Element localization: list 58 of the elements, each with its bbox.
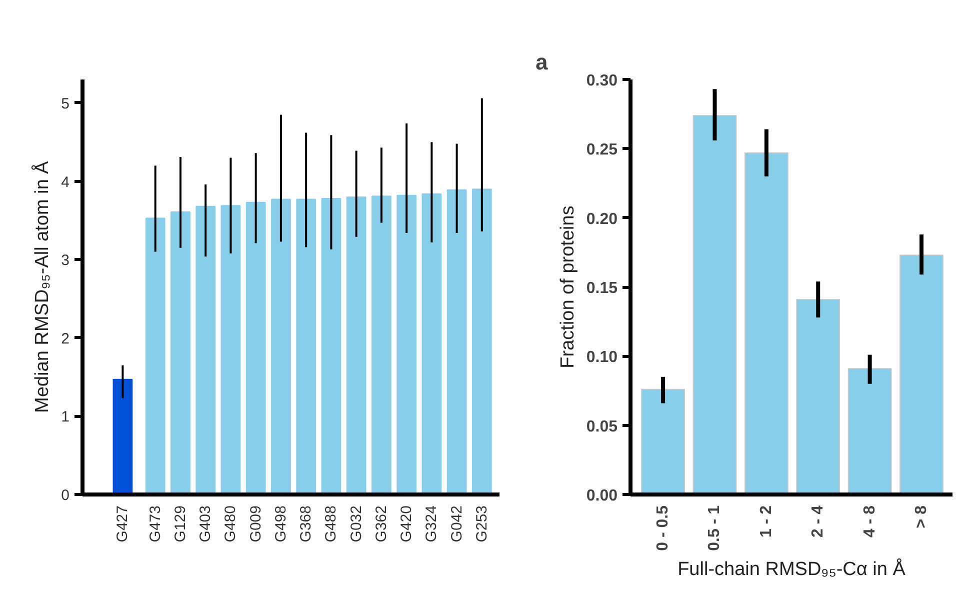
bar (271, 198, 291, 494)
x-tick-label: G427 (114, 505, 132, 542)
x-tick-label: > 8 (912, 505, 930, 528)
y-tick-label: 0.20 (586, 210, 618, 228)
x-tick-label: G480 (222, 505, 240, 542)
x-tick-label: G032 (348, 505, 365, 542)
y-tick-label: 4 (61, 174, 70, 191)
y-tick-label: 0.25 (586, 142, 618, 159)
bar (220, 205, 241, 494)
y-tick-label: 0.05 (586, 418, 618, 436)
x-tick-label: G042 (448, 505, 466, 542)
x-tick-label: G253 (473, 505, 490, 542)
y-tick-label: 0.10 (586, 349, 618, 366)
x-tick-label: G498 (272, 505, 290, 542)
y-tick-label: 0.00 (586, 488, 618, 504)
y-tick-label: 0.30 (586, 72, 618, 90)
y-tick-label: 1 (61, 408, 70, 426)
bar (372, 196, 392, 494)
y-tick-label: 2 (61, 330, 70, 348)
chart-title: a (536, 50, 548, 74)
bar (145, 218, 166, 494)
x-axis-title: Full-chain RMSD₉₅-Cα in Å (678, 558, 906, 580)
x-tick-label: G368 (298, 505, 315, 542)
bar (641, 388, 686, 494)
bar (796, 298, 840, 494)
x-tick-label: G403 (197, 505, 214, 542)
y-axis-title: Fraction of proteins (557, 206, 578, 368)
bar (744, 152, 788, 494)
x-tick-label: G488 (322, 505, 340, 542)
bar (396, 194, 416, 494)
x-tick-label: 0.5 - 1 (706, 505, 724, 551)
bar (346, 196, 366, 494)
x-tick-label: 0 - 0.5 (654, 505, 672, 551)
bar (692, 114, 737, 494)
x-tick-label: G473 (146, 505, 164, 542)
y-tick-label: 0.15 (586, 280, 618, 297)
x-tick-label: G420 (398, 505, 416, 542)
bar (296, 198, 316, 494)
x-tick-label: 1 - 2 (758, 505, 775, 538)
x-tick-label: G362 (372, 505, 390, 542)
x-tick-label: G324 (423, 505, 440, 542)
bar (848, 368, 892, 494)
x-tick-label: G009 (247, 505, 264, 542)
bar (422, 193, 442, 494)
y-tick-label: 3 (61, 252, 70, 270)
bar (246, 202, 266, 494)
y-tick-label: 5 (61, 95, 70, 112)
bar (446, 189, 467, 494)
bar (196, 206, 216, 494)
x-tick-label: 4 - 8 (861, 505, 878, 538)
y-axis-title: Median RMSD₉₅-All atom in Å (31, 160, 54, 413)
bar (321, 198, 342, 494)
x-tick-label: G129 (172, 505, 189, 542)
bar (170, 211, 190, 494)
y-tick-label: 0 (61, 487, 70, 504)
x-tick-label: 2 - 4 (810, 505, 827, 538)
bar (900, 254, 944, 494)
bar (472, 188, 492, 494)
